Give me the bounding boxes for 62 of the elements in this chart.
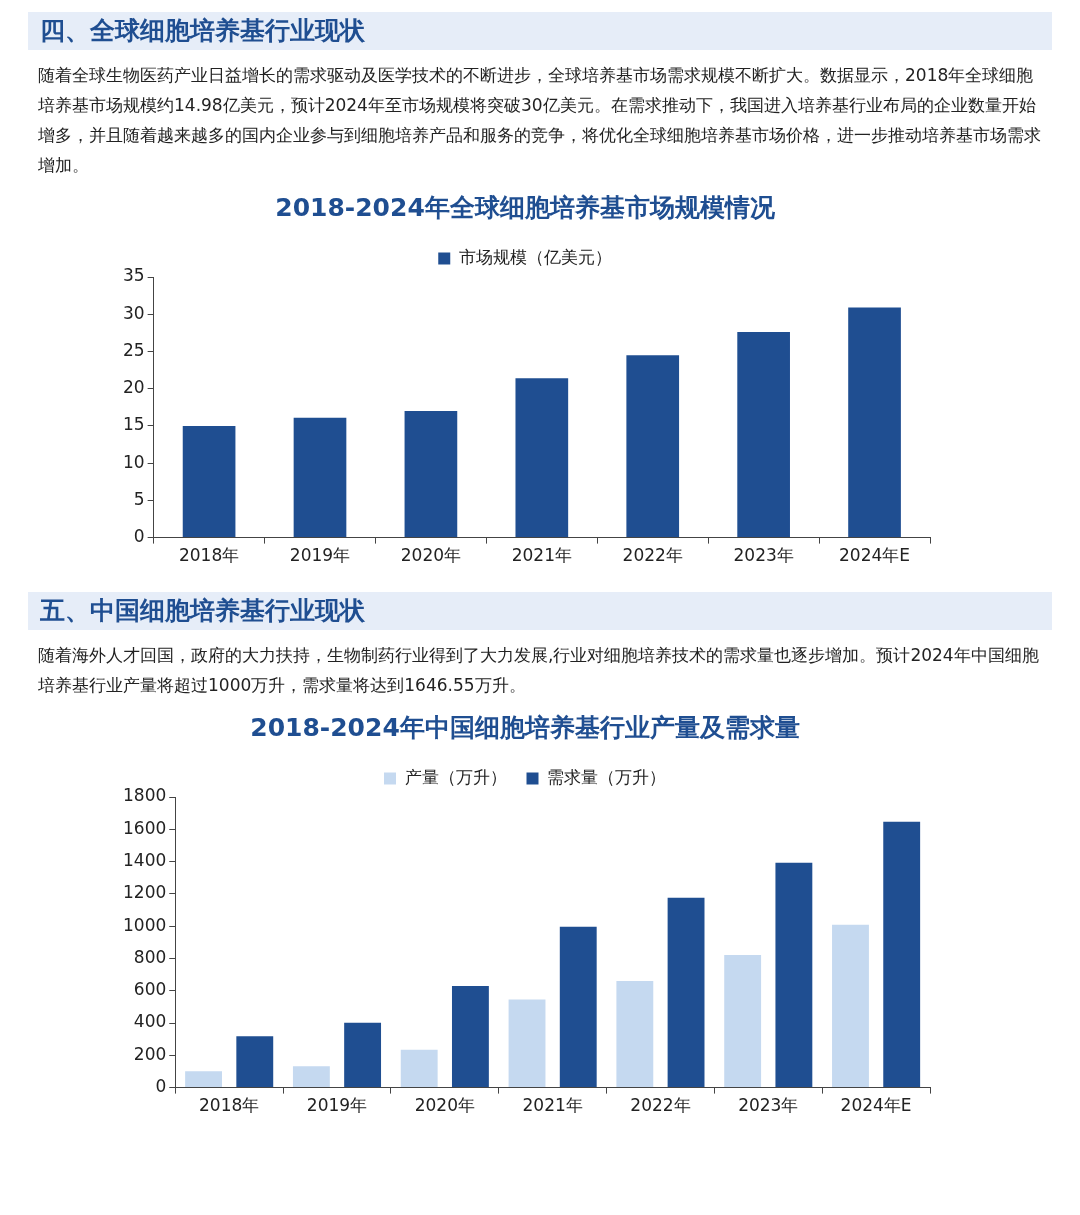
- x-tick-label: 2018年: [178, 545, 240, 566]
- text: 四、全球细胞培养基行业现状: [28, 12, 1052, 50]
- y-tick-label: 0: [155, 1076, 167, 1097]
- bar: [404, 411, 458, 538]
- x-tick-label: 2024年E: [839, 545, 911, 566]
- bar: [344, 1022, 382, 1088]
- y-tick-label: 800: [133, 946, 167, 967]
- y-tick-label: 20: [122, 377, 145, 398]
- bar: [832, 924, 869, 1088]
- bar: [451, 985, 489, 1088]
- text: 五、中国细胞培养基行业现状: [28, 592, 1052, 630]
- x-tick-label: 2018年: [199, 1095, 260, 1116]
- x-tick-label: 2023年: [733, 545, 794, 566]
- bar: [626, 355, 680, 538]
- y-tick-label: 200: [133, 1043, 167, 1064]
- bar: [292, 1066, 330, 1088]
- y-tick-label: 1400: [123, 850, 167, 870]
- x-tick-label: 2020年: [400, 545, 462, 566]
- x-tick-label: 2022年: [630, 1095, 691, 1116]
- bar: [185, 1071, 222, 1088]
- bar: [667, 897, 705, 1088]
- y-tick-label: 0: [133, 526, 145, 547]
- y-tick-label: 400: [133, 1011, 167, 1032]
- bar: [724, 954, 762, 1088]
- bar: [737, 332, 790, 538]
- legend-label: 需求量（万升）: [547, 766, 666, 787]
- bar: [293, 417, 347, 538]
- y-tick-label: 1800: [123, 785, 167, 806]
- text: 随着海外人才回国，政府的大力扶持，生物制药行业得到了大力发展,行业对细胞培养技术的需求量也逐步增加。预计2024年中国细胞培养基行业产量将超过1000万升，需求量将达到1646.55万升。: [38, 644, 1040, 697]
- text: 随着全球生物医药产业日益增长的需求驱动及医学技术的不断进步，全球培养基市场需求规模不断扩大。数据显示，2018年全球细胞培养基市场规模约14.98亿美元，预计2024年至市场规模将突破30亿美元。在需求推动下，我国进入培养基行业布局的企业数量开始增多，并且随着越来越多的国内企业参与到细胞培养产品和服务的竞争，将优化全球细胞培养基市场价格，进一步推动培养基市场需求增加。: [38, 64, 1042, 177]
- x-tick-label: 2019年: [306, 1095, 368, 1116]
- bar: [508, 999, 546, 1088]
- bar: [236, 1036, 274, 1088]
- x-tick-label: 2020年: [414, 1095, 475, 1116]
- x-tick-label: 2023年: [738, 1095, 799, 1116]
- y-tick-label: 10: [122, 451, 145, 472]
- bar: [883, 821, 921, 1088]
- y-tick-label: 1200: [123, 882, 167, 903]
- chart-title: 2018-2024年全球细胞培养基市场规模情况: [275, 192, 776, 222]
- chart-title: 2018-2024年中国细胞培养基行业产量及需求量: [250, 712, 800, 742]
- x-tick-label: 2021年: [522, 1095, 583, 1116]
- bar: [848, 307, 901, 538]
- y-tick-label: 25: [122, 339, 145, 360]
- bar: [182, 425, 236, 538]
- y-tick-label: 35: [122, 265, 145, 286]
- y-tick-label: 30: [122, 302, 145, 323]
- bar: [400, 1049, 438, 1088]
- bar: [775, 862, 813, 1088]
- legend-label: 市场规模（亿美元）: [458, 246, 612, 267]
- y-tick-label: 1000: [123, 914, 167, 935]
- bar: [616, 981, 654, 1088]
- y-tick-label: 600: [133, 979, 167, 1000]
- x-tick-label: 2022年: [622, 545, 683, 566]
- x-tick-label: 2019年: [289, 545, 351, 566]
- bar: [515, 378, 569, 538]
- y-tick-label: 15: [122, 414, 145, 435]
- legend-label: 产量（万升）: [404, 766, 507, 787]
- y-tick-label: 1600: [123, 817, 167, 838]
- y-tick-label: 5: [133, 488, 145, 509]
- bar: [559, 926, 597, 1088]
- x-tick-label: 2024年E: [840, 1095, 912, 1116]
- x-tick-label: 2021年: [511, 545, 572, 566]
